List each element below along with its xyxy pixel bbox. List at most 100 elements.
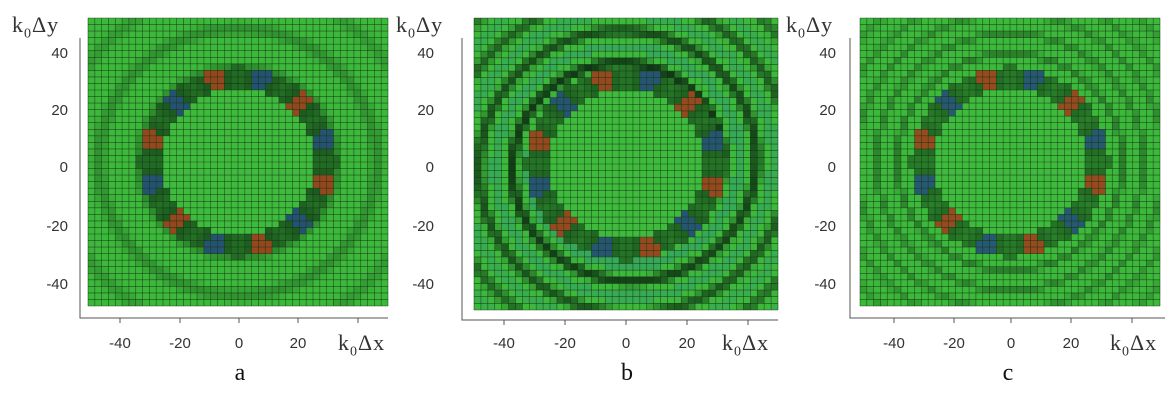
surface-cell — [480, 177, 488, 184]
surface-cell — [367, 31, 375, 38]
surface-cell — [860, 44, 867, 51]
surface-cell — [708, 250, 716, 257]
surface-cell — [122, 201, 129, 208]
surface-cell — [522, 97, 530, 105]
surface-cell — [251, 24, 259, 32]
surface-cell — [94, 207, 102, 215]
surface-cell — [591, 223, 599, 231]
surface-cell — [128, 57, 136, 64]
surface-cell — [515, 197, 523, 204]
surface-cell — [347, 220, 354, 228]
surface-cell — [563, 97, 571, 105]
surface-cell — [340, 44, 348, 51]
surface-cell — [163, 253, 170, 261]
surface-cell — [231, 57, 239, 64]
surface-cell — [543, 170, 551, 178]
surface-cell — [515, 130, 523, 138]
surface-cell — [722, 77, 730, 85]
surface-cell — [536, 84, 544, 92]
surface-cell — [550, 31, 557, 38]
surface-cell — [278, 279, 286, 287]
surface-cell — [156, 83, 164, 91]
surface-cell — [577, 283, 585, 291]
surface-cell — [108, 292, 116, 300]
surface-cell — [135, 24, 143, 32]
surface-cell — [374, 83, 382, 91]
surface-cell — [367, 155, 375, 163]
surface-cell — [217, 76, 225, 84]
surface-cell — [702, 296, 709, 304]
surface-cell — [1037, 96, 1045, 104]
surface-cell — [251, 175, 259, 182]
surface-cell — [94, 234, 102, 241]
surface-cell — [501, 117, 509, 125]
surface-cell — [639, 97, 647, 105]
surface-cell — [251, 96, 259, 104]
surface-cell — [563, 183, 571, 191]
surface-cell — [487, 177, 495, 184]
surface-cell — [381, 299, 389, 307]
surface-cell — [88, 214, 95, 221]
surface-cell — [695, 31, 703, 38]
surface-cell — [128, 83, 136, 91]
surface-cell — [715, 24, 723, 32]
surface-cell — [1119, 142, 1126, 149]
surface-cell — [292, 227, 300, 235]
surface-cell — [340, 96, 348, 104]
surface-cell — [1119, 18, 1126, 25]
surface-cell — [722, 170, 730, 178]
surface-cell — [135, 175, 143, 182]
surface-cell — [550, 303, 557, 311]
surface-cell — [299, 220, 307, 228]
surface-cell — [702, 250, 709, 257]
surface-cell — [667, 290, 675, 297]
surface-cell — [367, 227, 375, 235]
surface-cell — [306, 18, 314, 25]
surface-cell — [1016, 37, 1024, 45]
surface-cell — [515, 170, 523, 178]
surface-cell — [299, 240, 307, 248]
surface-cell — [156, 279, 164, 287]
surface-cell — [217, 135, 225, 143]
surface-cell — [149, 50, 157, 58]
surface-cell — [1139, 76, 1147, 84]
surface-cell — [333, 109, 341, 117]
surface-cell — [197, 260, 204, 267]
surface-cell — [860, 96, 867, 104]
surface-cell — [887, 103, 895, 110]
surface-cell — [522, 303, 530, 311]
surface-cell — [224, 188, 232, 195]
surface-cell — [265, 129, 273, 136]
surface-cell — [176, 260, 184, 267]
surface-cell — [360, 214, 368, 221]
surface-cell — [632, 31, 640, 38]
surface-cell — [1050, 70, 1058, 77]
surface-cell — [381, 148, 389, 156]
surface-cell — [962, 37, 970, 45]
surface-cell — [764, 31, 772, 38]
surface-cell — [887, 50, 895, 58]
surface-cell — [319, 50, 327, 58]
surface-cell — [612, 37, 620, 45]
surface-cell — [122, 234, 129, 241]
surface-cell — [224, 240, 232, 248]
surface-cell — [873, 57, 881, 64]
surface-cell — [347, 129, 354, 136]
surface-cell — [487, 243, 495, 251]
surface-cell — [94, 109, 102, 117]
surface-cell — [474, 223, 481, 231]
surface-cell — [996, 103, 1004, 110]
surface-cell — [529, 124, 537, 131]
surface-cell — [244, 116, 252, 123]
surface-cell — [190, 96, 198, 104]
surface-cell — [474, 263, 481, 271]
surface-cell — [771, 64, 779, 72]
surface-cell — [251, 299, 259, 307]
surface-cell — [272, 214, 279, 221]
surface-cell — [1064, 76, 1072, 84]
surface-cell — [619, 183, 627, 191]
surface-cell — [353, 240, 361, 248]
surface-cell — [474, 97, 481, 105]
surface-cell — [757, 270, 765, 277]
surface-cell — [128, 260, 136, 267]
